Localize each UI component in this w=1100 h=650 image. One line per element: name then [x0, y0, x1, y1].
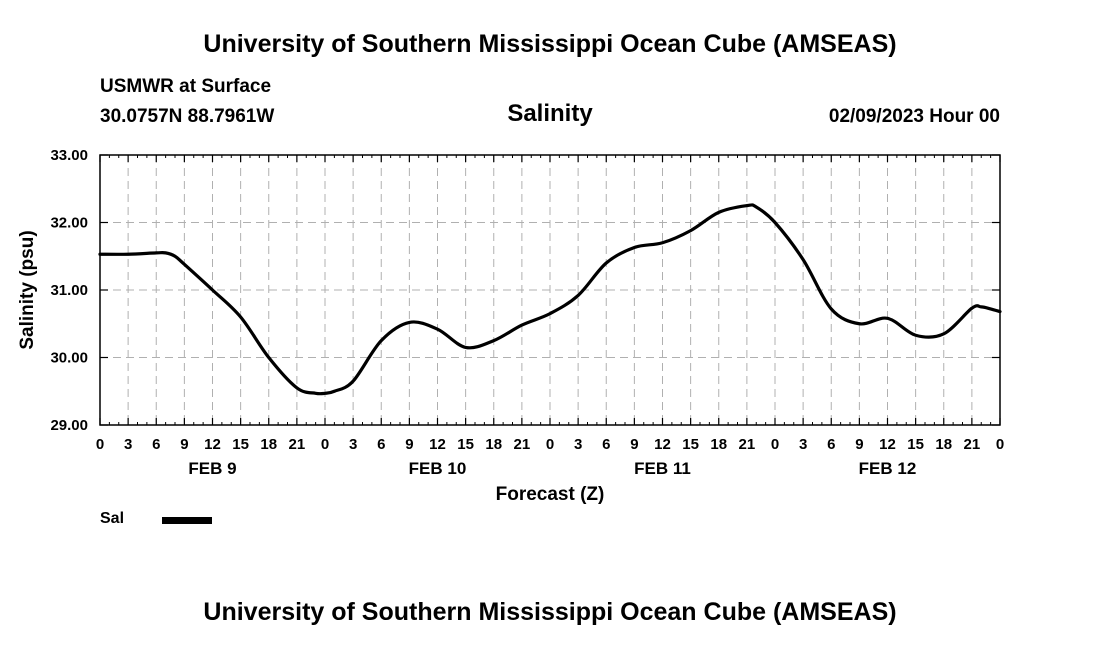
chart-title: Salinity [507, 100, 593, 127]
x-tick-label: 0 [321, 436, 329, 453]
x-tick-label: 15 [682, 436, 699, 453]
x-tick-label: 12 [429, 436, 446, 453]
x-tick-label: 0 [771, 436, 779, 453]
x-tick-label: 12 [204, 436, 221, 453]
x-tick-label: 3 [799, 436, 807, 453]
bottom-title: University of Southern Mississippi Ocean… [203, 598, 897, 626]
x-tick-label: 15 [457, 436, 474, 453]
x-axis-title: Forecast (Z) [496, 484, 605, 505]
x-tick-label: 18 [260, 436, 277, 453]
x-tick-label: 15 [232, 436, 249, 453]
x-tick-label: 21 [964, 436, 981, 453]
x-tick-label: 18 [485, 436, 502, 453]
x-tick-label: 0 [546, 436, 554, 453]
x-tick-label: 6 [827, 436, 835, 453]
x-tick-label: 9 [405, 436, 413, 453]
x-tick-label: 9 [630, 436, 638, 453]
x-tick-label: 6 [377, 436, 385, 453]
y-axis-title: Salinity (psu) [17, 230, 38, 349]
tick-labels: 0 3 6 9 12 15 18 21 0 3 6 9 12 15 18 21 0 3 6 9 12 15 18 21 0 3 6 9… [50, 147, 1004, 478]
x-tick-label: 12 [654, 436, 671, 453]
x-tick-label: 0 [996, 436, 1004, 453]
day-label: FEB 10 [409, 459, 467, 478]
series-line-sal [98, 203, 1002, 396]
x-tick-label: 3 [124, 436, 132, 453]
top-title: University of Southern Mississippi Ocean… [203, 30, 897, 58]
y-tick-label: 30.00 [50, 350, 88, 367]
y-tick-label: 33.00 [50, 147, 88, 164]
x-tick-label: 21 [514, 436, 531, 453]
x-tick-label: 12 [879, 436, 896, 453]
x-tick-label: 0 [96, 436, 104, 453]
forecast-date: 02/09/2023 Hour 00 [828, 106, 1000, 127]
legend-swatch [162, 517, 212, 524]
ticks [99, 154, 1001, 426]
x-tick-label: 15 [907, 436, 924, 453]
day-label: FEB 9 [188, 459, 236, 478]
x-tick-label: 21 [739, 436, 756, 453]
legend-label: Sal [100, 510, 125, 527]
grid [100, 155, 1000, 425]
x-tick-label: 3 [574, 436, 582, 453]
coordinates-label: 30.0757N 88.7961W [100, 106, 275, 127]
y-tick-label: 29.00 [50, 417, 88, 434]
x-tick-label: 21 [289, 436, 306, 453]
x-tick-label: 6 [152, 436, 160, 453]
station-label: USMWR at Surface [100, 76, 272, 97]
x-tick-label: 3 [349, 436, 357, 453]
day-label: FEB 12 [859, 459, 917, 478]
y-tick-label: 31.00 [50, 282, 88, 299]
x-tick-label: 9 [180, 436, 188, 453]
x-tick-label: 6 [602, 436, 610, 453]
x-tick-label: 18 [710, 436, 727, 453]
x-tick-label: 9 [855, 436, 863, 453]
y-tick-label: 32.00 [50, 215, 88, 232]
x-tick-label: 18 [935, 436, 952, 453]
day-label: FEB 11 [634, 459, 691, 478]
